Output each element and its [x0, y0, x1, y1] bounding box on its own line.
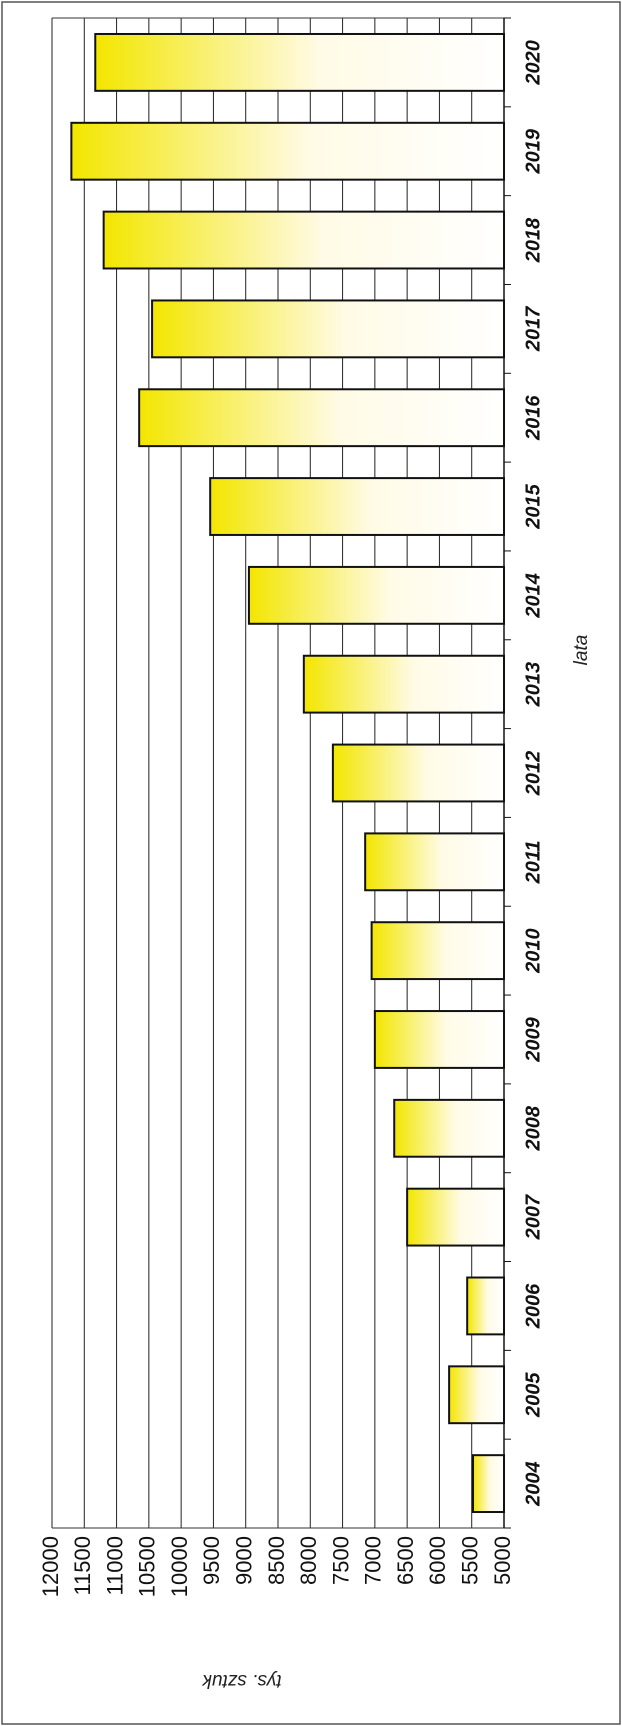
bar-2006 — [466, 1276, 505, 1336]
category-label-2012: 2012 — [522, 751, 544, 797]
category-label-2013: 2013 — [522, 662, 544, 708]
bar-2008 — [393, 1098, 506, 1158]
plot-area: 2004 2005 2006 2007 2008 2009 2010 2011 2012 2013… — [38, 17, 544, 1597]
category-label-2008: 2008 — [522, 1105, 544, 1151]
category-label-2020: 2020 — [522, 40, 544, 86]
y-axis-title: tys. sztuk — [201, 1670, 282, 1691]
bar-2019 — [70, 121, 505, 181]
value-tick-label: 5500 — [458, 1536, 483, 1585]
bar-2013 — [302, 654, 506, 714]
value-tick-label: 8500 — [264, 1536, 289, 1585]
value-tick-label: 10000 — [167, 1536, 192, 1597]
category-label-2019: 2019 — [522, 128, 544, 174]
value-tick-label: 7000 — [361, 1536, 386, 1585]
bar-2020 — [94, 32, 506, 92]
category-label-2011: 2011 — [522, 840, 544, 884]
bar-2007 — [406, 1187, 505, 1247]
value-tick-label: 12000 — [38, 1536, 63, 1597]
bar-2011 — [364, 832, 505, 892]
bar-2004 — [472, 1454, 505, 1514]
category-label-2016: 2016 — [522, 395, 544, 441]
category-label-2004: 2004 — [522, 1461, 544, 1507]
bar-2012 — [331, 743, 505, 803]
value-tick-label: 9500 — [199, 1536, 224, 1585]
bar-2016 — [138, 388, 506, 448]
bar-2014 — [247, 565, 505, 625]
category-label-2009: 2009 — [522, 1016, 544, 1062]
category-label-2017: 2017 — [522, 306, 544, 352]
value-tick-label: 6000 — [425, 1536, 450, 1585]
category-label-2005: 2005 — [522, 1372, 544, 1418]
category-label-2010: 2010 — [522, 928, 544, 974]
x-axis-title: lata — [571, 635, 592, 666]
value-tick-label: 11500 — [70, 1536, 95, 1596]
value-tick-label: 9000 — [232, 1536, 257, 1585]
value-tick-label: 5000 — [490, 1536, 515, 1585]
bar-2015 — [209, 477, 505, 536]
bar-2010 — [370, 921, 505, 981]
value-tick-label: 11000 — [102, 1536, 127, 1596]
bar-2005 — [448, 1365, 506, 1425]
bar-2009 — [373, 1010, 505, 1069]
value-tick-label: 7500 — [328, 1536, 353, 1585]
value-tick-label: 8000 — [296, 1536, 321, 1585]
bar-2018 — [102, 210, 506, 270]
category-label-2006: 2006 — [522, 1283, 544, 1329]
value-tick-label: 6500 — [393, 1536, 418, 1585]
category-label-2015: 2015 — [522, 483, 544, 529]
value-tick-label: 10500 — [135, 1536, 160, 1597]
category-label-2018: 2018 — [522, 217, 544, 263]
category-label-2014: 2014 — [522, 573, 544, 619]
category-label-2007: 2007 — [522, 1194, 544, 1240]
bar-2017 — [151, 299, 505, 359]
